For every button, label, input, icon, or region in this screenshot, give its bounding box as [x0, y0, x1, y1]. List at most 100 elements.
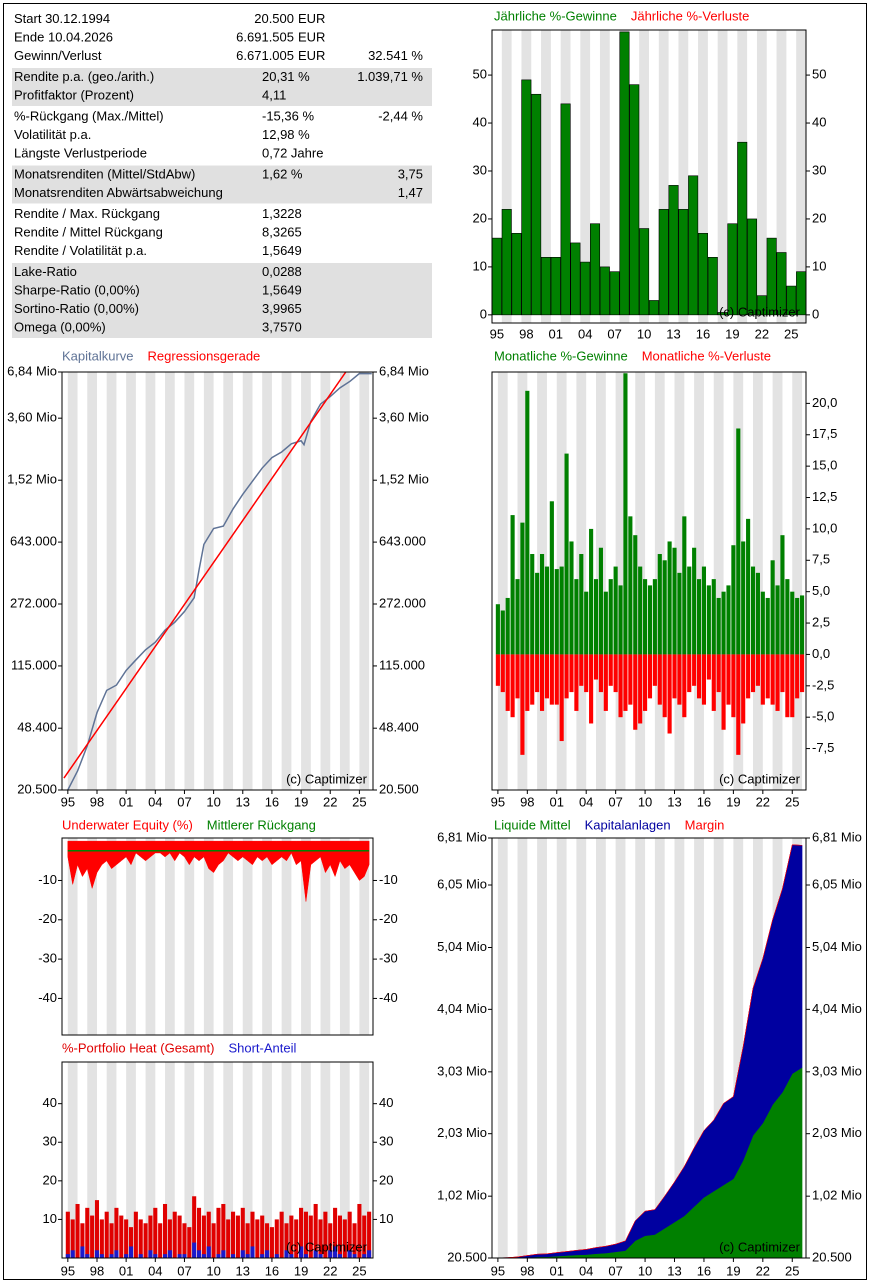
year-band — [165, 372, 175, 790]
bar — [544, 654, 550, 699]
bar — [765, 654, 770, 699]
stat-value: 20,31 % — [262, 69, 310, 84]
stat-label: Rendite / Mittel Rückgang — [14, 224, 163, 239]
legend-entry: Regressionsgerade — [148, 348, 261, 363]
bar — [216, 1207, 221, 1258]
bar — [109, 1223, 114, 1258]
legend-entry: Underwater Equity (%) — [62, 817, 193, 832]
stat-label: Lake-Ratio — [14, 264, 77, 279]
bar — [746, 654, 751, 699]
legend-entry: Mittlerer Rückgang — [207, 817, 316, 832]
y-tick-label: 50 — [812, 67, 826, 82]
bar — [525, 390, 530, 655]
x-tick-label: 19 — [726, 1263, 740, 1278]
bar — [167, 1250, 172, 1258]
x-tick-label: 13 — [667, 1263, 681, 1278]
bar — [337, 1215, 342, 1258]
year-band — [615, 372, 626, 790]
y-tick-label: 3,03 Mio — [812, 1063, 862, 1078]
year-band — [654, 838, 665, 1258]
bar — [696, 654, 702, 699]
y-tick-label: 20.500 — [17, 781, 57, 796]
x-tick-label: 98 — [90, 794, 104, 809]
x-tick-label: 07 — [607, 326, 621, 341]
plot-area — [65, 1062, 372, 1258]
y-tick-label: -30 — [38, 951, 57, 966]
bar — [706, 654, 711, 680]
bar — [687, 654, 692, 693]
y-tick-label: 2,03 Mio — [812, 1125, 862, 1140]
y-tick-label: 10,0 — [812, 520, 837, 535]
y-tick-label: 40 — [43, 1095, 57, 1110]
bar — [255, 1219, 260, 1258]
bar — [668, 185, 679, 316]
y-tick-label: 10 — [473, 258, 487, 273]
bar — [182, 1223, 187, 1258]
year-band — [145, 838, 156, 1035]
bar — [158, 1223, 163, 1258]
bar — [196, 1207, 202, 1258]
y-tick-label: 48.400 — [17, 720, 57, 735]
bar — [613, 654, 618, 693]
year-band — [126, 372, 136, 790]
year-band — [556, 838, 567, 1258]
bar — [124, 1219, 129, 1258]
line — [67, 372, 372, 790]
year-band — [756, 30, 767, 323]
x-tick-label: 04 — [578, 326, 592, 341]
bar — [187, 1227, 192, 1258]
year-band — [301, 1062, 311, 1258]
x-tick-label: 07 — [177, 1263, 191, 1278]
bar — [755, 654, 760, 686]
plot-frame — [61, 371, 374, 791]
bar — [549, 501, 554, 655]
year-band — [67, 838, 78, 1035]
bar — [192, 1196, 197, 1258]
bar — [328, 1223, 333, 1258]
bar — [274, 1219, 279, 1258]
bar — [593, 579, 599, 655]
y-tick-label: 30 — [473, 162, 487, 177]
bar — [138, 1254, 143, 1258]
legend-entry: Kapitalkurve — [62, 348, 134, 363]
bar — [721, 654, 726, 730]
bar — [736, 428, 741, 655]
bar — [250, 1211, 255, 1258]
x-tick-label: 25 — [352, 1263, 366, 1278]
bar — [598, 547, 603, 655]
bar — [530, 654, 535, 705]
bar — [544, 566, 550, 655]
bar — [299, 1246, 304, 1258]
stat-extra: 1,47 — [398, 185, 423, 200]
year-band — [615, 838, 626, 1258]
y-tick-label: 6,81 Mio — [437, 829, 487, 844]
x-tick-label: 16 — [696, 326, 710, 341]
year-band — [678, 30, 689, 323]
y-tick-label: 115.000 — [11, 657, 57, 672]
bar — [766, 237, 777, 316]
bar — [80, 1246, 85, 1258]
bar — [554, 654, 559, 705]
bar — [226, 1219, 231, 1258]
y-tick-label: -20 — [38, 911, 57, 926]
bar — [520, 522, 525, 655]
x-tick-label: 98 — [90, 1263, 104, 1278]
year-band — [145, 1062, 156, 1258]
stat-label: Ende 10.04.2026 — [14, 29, 113, 44]
year-band — [242, 838, 253, 1035]
y-tick-label: 115.000 — [379, 657, 425, 672]
bar — [313, 1203, 318, 1258]
y-tick-label: 12,5 — [812, 489, 837, 504]
stat-value: -15,36 % — [262, 108, 314, 123]
bar — [687, 566, 692, 655]
bar — [770, 654, 775, 705]
year-band — [145, 372, 156, 790]
bar — [114, 1250, 119, 1258]
bar — [629, 84, 640, 316]
y-tick-label: 48.400 — [379, 720, 419, 735]
bar — [559, 654, 564, 742]
y-tick-label: 20 — [812, 210, 826, 225]
bar — [284, 1250, 289, 1258]
x-tick-label: 04 — [579, 1263, 593, 1278]
bar — [800, 654, 805, 693]
